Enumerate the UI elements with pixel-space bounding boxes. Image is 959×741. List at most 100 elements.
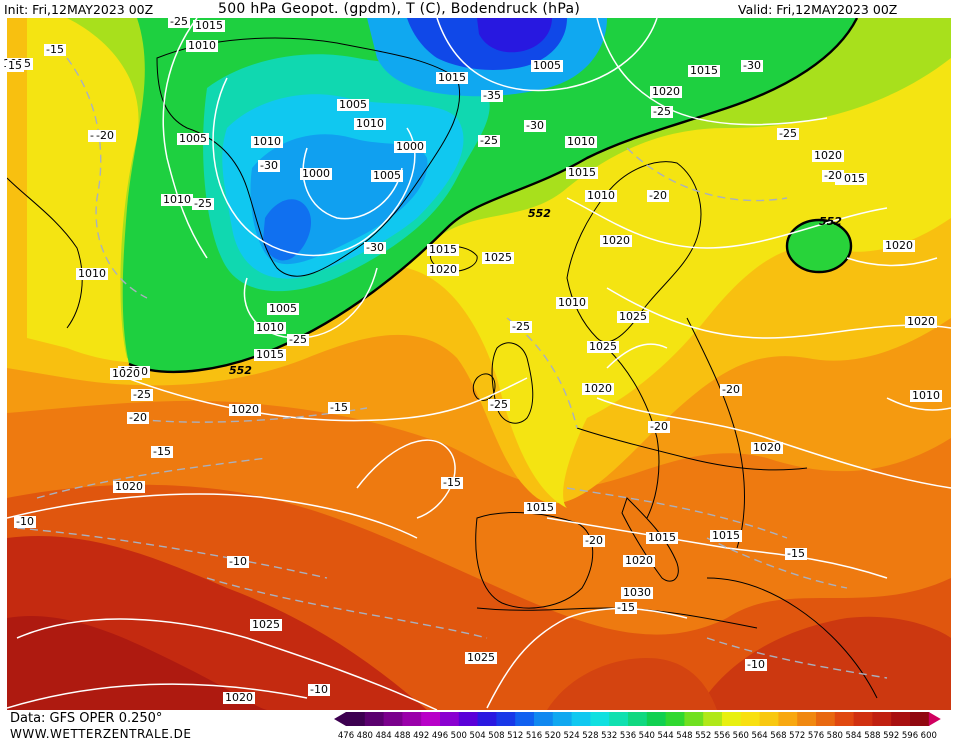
isobar-label: 1015 (646, 531, 678, 544)
scale-tick-label: 568 (770, 731, 786, 741)
scale-tick-label: 520 (545, 731, 561, 741)
isobar-label: 1000 (300, 167, 332, 180)
isobar-label: 1020 (427, 263, 459, 276)
isobar-label: 1000 (394, 140, 426, 153)
temperature-label: -15 (785, 547, 807, 560)
scale-color-cell (552, 712, 573, 726)
valid-time-label: Valid: Fri,12MAY2023 00Z (738, 2, 898, 17)
temperature-label: -20 (127, 411, 149, 424)
scale-tick-label: 572 (789, 731, 805, 741)
scale-color-cell (684, 712, 704, 726)
temperature-label: -20 (94, 129, 116, 142)
scale-color-cell (722, 712, 742, 726)
temperature-label: -15 (328, 401, 350, 414)
scale-color-cell (665, 712, 685, 726)
scale-tick-label: 548 (676, 731, 692, 741)
scale-color-cell (891, 712, 911, 726)
scale-color-cell (515, 712, 535, 726)
scale-color-cell (383, 712, 403, 726)
temperature-label: -20 (647, 189, 669, 202)
temperature-label: -20 (720, 383, 742, 396)
isobar-label: 1005 (177, 132, 209, 145)
isobar-label: 1010 (161, 193, 193, 206)
isobar-label: 1025 (482, 251, 514, 264)
temperature-label: -15 (151, 445, 173, 458)
scale-color-cell (571, 712, 591, 726)
scale-tick-label: 556 (714, 731, 730, 741)
temperature-label: -10 (745, 658, 767, 671)
scale-tick-label: 596 (902, 731, 918, 741)
scale-tick-label: 496 (432, 731, 448, 741)
scale-tick-label: 512 (507, 731, 523, 741)
scale-tick-label: 528 (582, 731, 598, 741)
isobar-label: 1020 (623, 554, 655, 567)
scale-color-cell (834, 712, 855, 726)
isobar-label: 1015 (688, 64, 720, 77)
scale-color-cell (797, 712, 817, 726)
isobar-label: 1025 (250, 618, 282, 631)
scale-tick-label: 532 (601, 731, 617, 741)
geopotential-label: 552 (229, 364, 252, 377)
temperature-label: -10 (227, 555, 249, 568)
color-scale-legend: 476 480 484 488 492 496 500 504 508 512 516 520 524 5… (334, 712, 941, 741)
scale-color-cell (440, 712, 460, 726)
coastlines (7, 37, 878, 699)
temperature-label: -15 (615, 601, 637, 614)
isobar-label: 1010 (585, 189, 617, 202)
scale-color-cell (477, 712, 497, 726)
scale-color-cell (346, 712, 366, 726)
isobar-label: 1010 (254, 321, 286, 334)
isobar-label: 1015 (524, 501, 556, 514)
isobar-label: 1020 (582, 382, 614, 395)
temperature-label: -20 (822, 169, 844, 182)
isobar-label: 1005 (267, 302, 299, 315)
scale-left-arrow (334, 712, 346, 726)
isobar-label: 1015 (427, 243, 459, 256)
isobar-label: 1015 (436, 71, 468, 84)
scale-tick-label: 592 (883, 731, 899, 741)
isobar-label: 1010 (76, 267, 108, 280)
scale-tick-label: 492 (413, 731, 429, 741)
scale-color-cell (910, 712, 930, 726)
isobar-label: 1010 (556, 296, 588, 309)
isobar-label: 1020 (229, 403, 261, 416)
temperature-label: -25 (168, 15, 190, 28)
scale-color-cell (364, 712, 385, 726)
isobar-label: 1020 (812, 149, 844, 162)
temperature-label: -10 (308, 683, 330, 696)
scale-tick-label: 580 (827, 731, 843, 741)
geopotential-label: 552 (819, 215, 842, 228)
scale-tick-label: 480 (357, 731, 373, 741)
scale-color-cell (590, 712, 610, 726)
temperature-label: -25 (131, 388, 153, 401)
scale-tick-label: 540 (639, 731, 655, 741)
temperature-label: -35 (481, 89, 503, 102)
scale-tick-label: 576 (808, 731, 824, 741)
temperature-label: -25 (777, 127, 799, 140)
scale-tick-label: 516 (526, 731, 542, 741)
scale-color-cell (853, 712, 873, 726)
isobar-label: 1005 (371, 169, 403, 182)
isobar-label: 1030 (621, 586, 653, 599)
temperature-label: -25 (488, 398, 510, 411)
scale-tick-label: 476 (338, 731, 354, 741)
scale-tick-label: 552 (695, 731, 711, 741)
scale-tick-label: 504 (469, 731, 485, 741)
temperature-label: -30 (364, 241, 386, 254)
scale-color-cell (759, 712, 779, 726)
scale-color-cell (496, 712, 516, 726)
scale-color-cell (628, 712, 648, 726)
isobar-label: 1010 (251, 135, 283, 148)
scale-color-cell (703, 712, 723, 726)
geopotential-label: 552 (528, 207, 551, 220)
isobar-label: 1005 (337, 98, 369, 111)
isobar-label: 1020 (113, 480, 145, 493)
map-title: 500 hPa Geopot. (gpdm), T (C), Bodendruc… (218, 1, 581, 17)
init-time-label: Init: Fri,12MAY2023 00Z (4, 2, 154, 17)
scale-tick-label: 544 (657, 731, 673, 741)
isobar-label: 1015 (710, 529, 742, 542)
isobar-label: 1020 (223, 691, 255, 704)
temperature-label: -30 (258, 159, 280, 172)
isobar-label: 1020 (905, 315, 937, 328)
temperature-label: -30 (524, 119, 546, 132)
